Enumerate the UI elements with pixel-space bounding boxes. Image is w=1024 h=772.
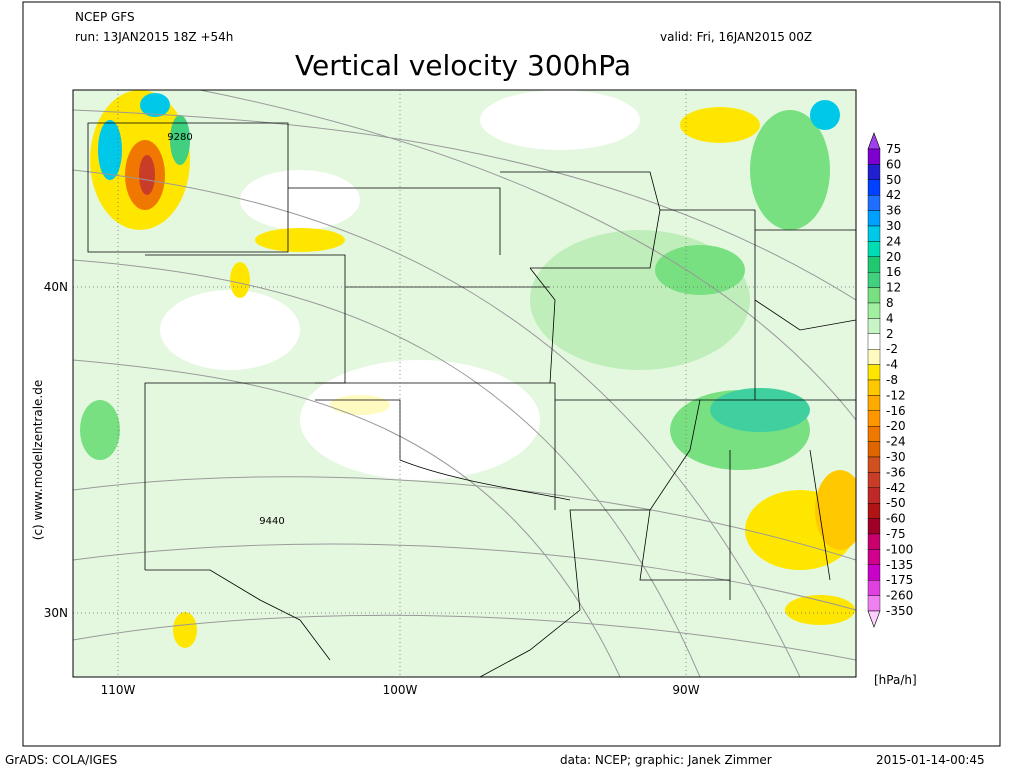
- colorbar-swatch: [867, 580, 881, 596]
- colorbar-swatch: [867, 595, 881, 612]
- valid: valid: Fri, 16JAN2015 00Z: [660, 30, 812, 44]
- colorbar-label: -60: [886, 512, 906, 526]
- map-border: [72, 89, 857, 678]
- colorbar-swatch: [867, 487, 881, 504]
- colorbar-label: 36: [886, 204, 901, 218]
- colorbar-label: -4: [886, 358, 898, 372]
- colorbar-swatch: [867, 256, 881, 273]
- footer-left: GrADS: COLA/IGES: [5, 753, 117, 767]
- colorbar-swatch: [867, 472, 881, 488]
- colorbar-swatch: [867, 364, 881, 381]
- graticule: [73, 90, 856, 677]
- colorbar-swatch: [867, 379, 881, 396]
- colorbar-label: 16: [886, 265, 901, 279]
- fields: [80, 90, 856, 648]
- colorbar-swatch: [867, 194, 881, 211]
- colorbar-label: -2: [886, 342, 898, 356]
- colorbar-label: 75: [886, 142, 901, 156]
- colorbar-swatch: [867, 564, 881, 581]
- colorbar-swatch: [867, 426, 881, 442]
- colorbar-label: -175: [886, 573, 913, 587]
- colorbar-swatch: [867, 533, 881, 550]
- colorbar-swatch: [867, 318, 881, 334]
- colorbar-swatch: [867, 272, 881, 288]
- colorbar-swatch: [867, 287, 881, 304]
- colorbar-label: -36: [886, 465, 906, 479]
- footer-right: 2015-01-14-00:45: [876, 753, 985, 767]
- colorbar: 75605042363024201612842-2-4-8-12-16-20-2…: [867, 132, 913, 628]
- colorbar-swatch: [867, 225, 881, 242]
- colorbar-label: 30: [886, 219, 901, 233]
- colorbar-label: 2: [886, 327, 894, 341]
- lat-label: 30N: [44, 606, 68, 620]
- colorbar-swatch: [867, 302, 881, 319]
- lat-label: 40N: [44, 280, 68, 294]
- colorbar-swatch: [867, 333, 881, 350]
- lon-label: 90W: [672, 683, 699, 697]
- colorbar-swatch: [867, 518, 881, 535]
- title: Vertical velocity 300hPa: [295, 49, 631, 82]
- model: NCEP GFS: [75, 10, 135, 24]
- lon-label: 110W: [101, 683, 136, 697]
- units: [hPa/h]: [874, 673, 917, 687]
- colorbar-label: -24: [886, 435, 906, 449]
- run: run: 13JAN2015 18Z +54h: [75, 30, 233, 44]
- colorbar-swatch: [867, 210, 881, 227]
- colorbar-label: 24: [886, 234, 901, 248]
- contour-label: 9280: [167, 132, 192, 143]
- colorbar-label: -8: [886, 373, 898, 387]
- colorbar-label: 60: [886, 157, 901, 171]
- colorbar-label: 50: [886, 173, 901, 187]
- colorbar-cap: [867, 610, 881, 628]
- height-contours: [73, 90, 856, 677]
- colorbar-label: -16: [886, 404, 906, 418]
- colorbar-label: -100: [886, 542, 913, 556]
- colorbar-swatch: [867, 410, 881, 427]
- colorbar-label: -20: [886, 419, 906, 433]
- colorbar-label: -350: [886, 604, 913, 618]
- colorbar-swatch: [867, 241, 881, 257]
- credit: (c) www.modellzentrale.de: [31, 380, 45, 540]
- colorbar-swatch: [867, 503, 881, 519]
- colorbar-swatch: [867, 349, 881, 365]
- map: 9280 9440 40N 30N 110W 100W 90W (c) www.…: [31, 89, 857, 697]
- colorbar-swatch: [867, 441, 881, 458]
- contour-label: 9440: [259, 516, 284, 527]
- colorbar-label: -75: [886, 527, 906, 541]
- colorbar-label: -42: [886, 481, 906, 495]
- colorbar-label: -135: [886, 558, 913, 572]
- colorbar-swatch: [867, 456, 881, 473]
- colorbar-swatch: [867, 148, 881, 165]
- colorbar-label: -30: [886, 450, 906, 464]
- colorbar-label: 8: [886, 296, 894, 310]
- colorbar-swatch: [867, 549, 881, 566]
- colorbar-swatch: [867, 179, 881, 196]
- colorbar-cap: [867, 132, 881, 150]
- footer-center: data: NCEP; graphic: Janek Zimmer: [560, 753, 772, 767]
- colorbar-label: -50: [886, 496, 906, 510]
- colorbar-label: 4: [886, 311, 894, 325]
- colorbar-swatch: [867, 395, 881, 411]
- colorbar-label: -260: [886, 589, 913, 603]
- colorbar-label: -12: [886, 388, 906, 402]
- colorbar-label: 42: [886, 188, 901, 202]
- colorbar-label: 20: [886, 250, 901, 264]
- lon-label: 100W: [383, 683, 418, 697]
- colorbar-label: 12: [886, 281, 901, 295]
- borders: [87, 122, 856, 677]
- colorbar-swatch: [867, 164, 881, 180]
- frame: [22, 1, 1001, 747]
